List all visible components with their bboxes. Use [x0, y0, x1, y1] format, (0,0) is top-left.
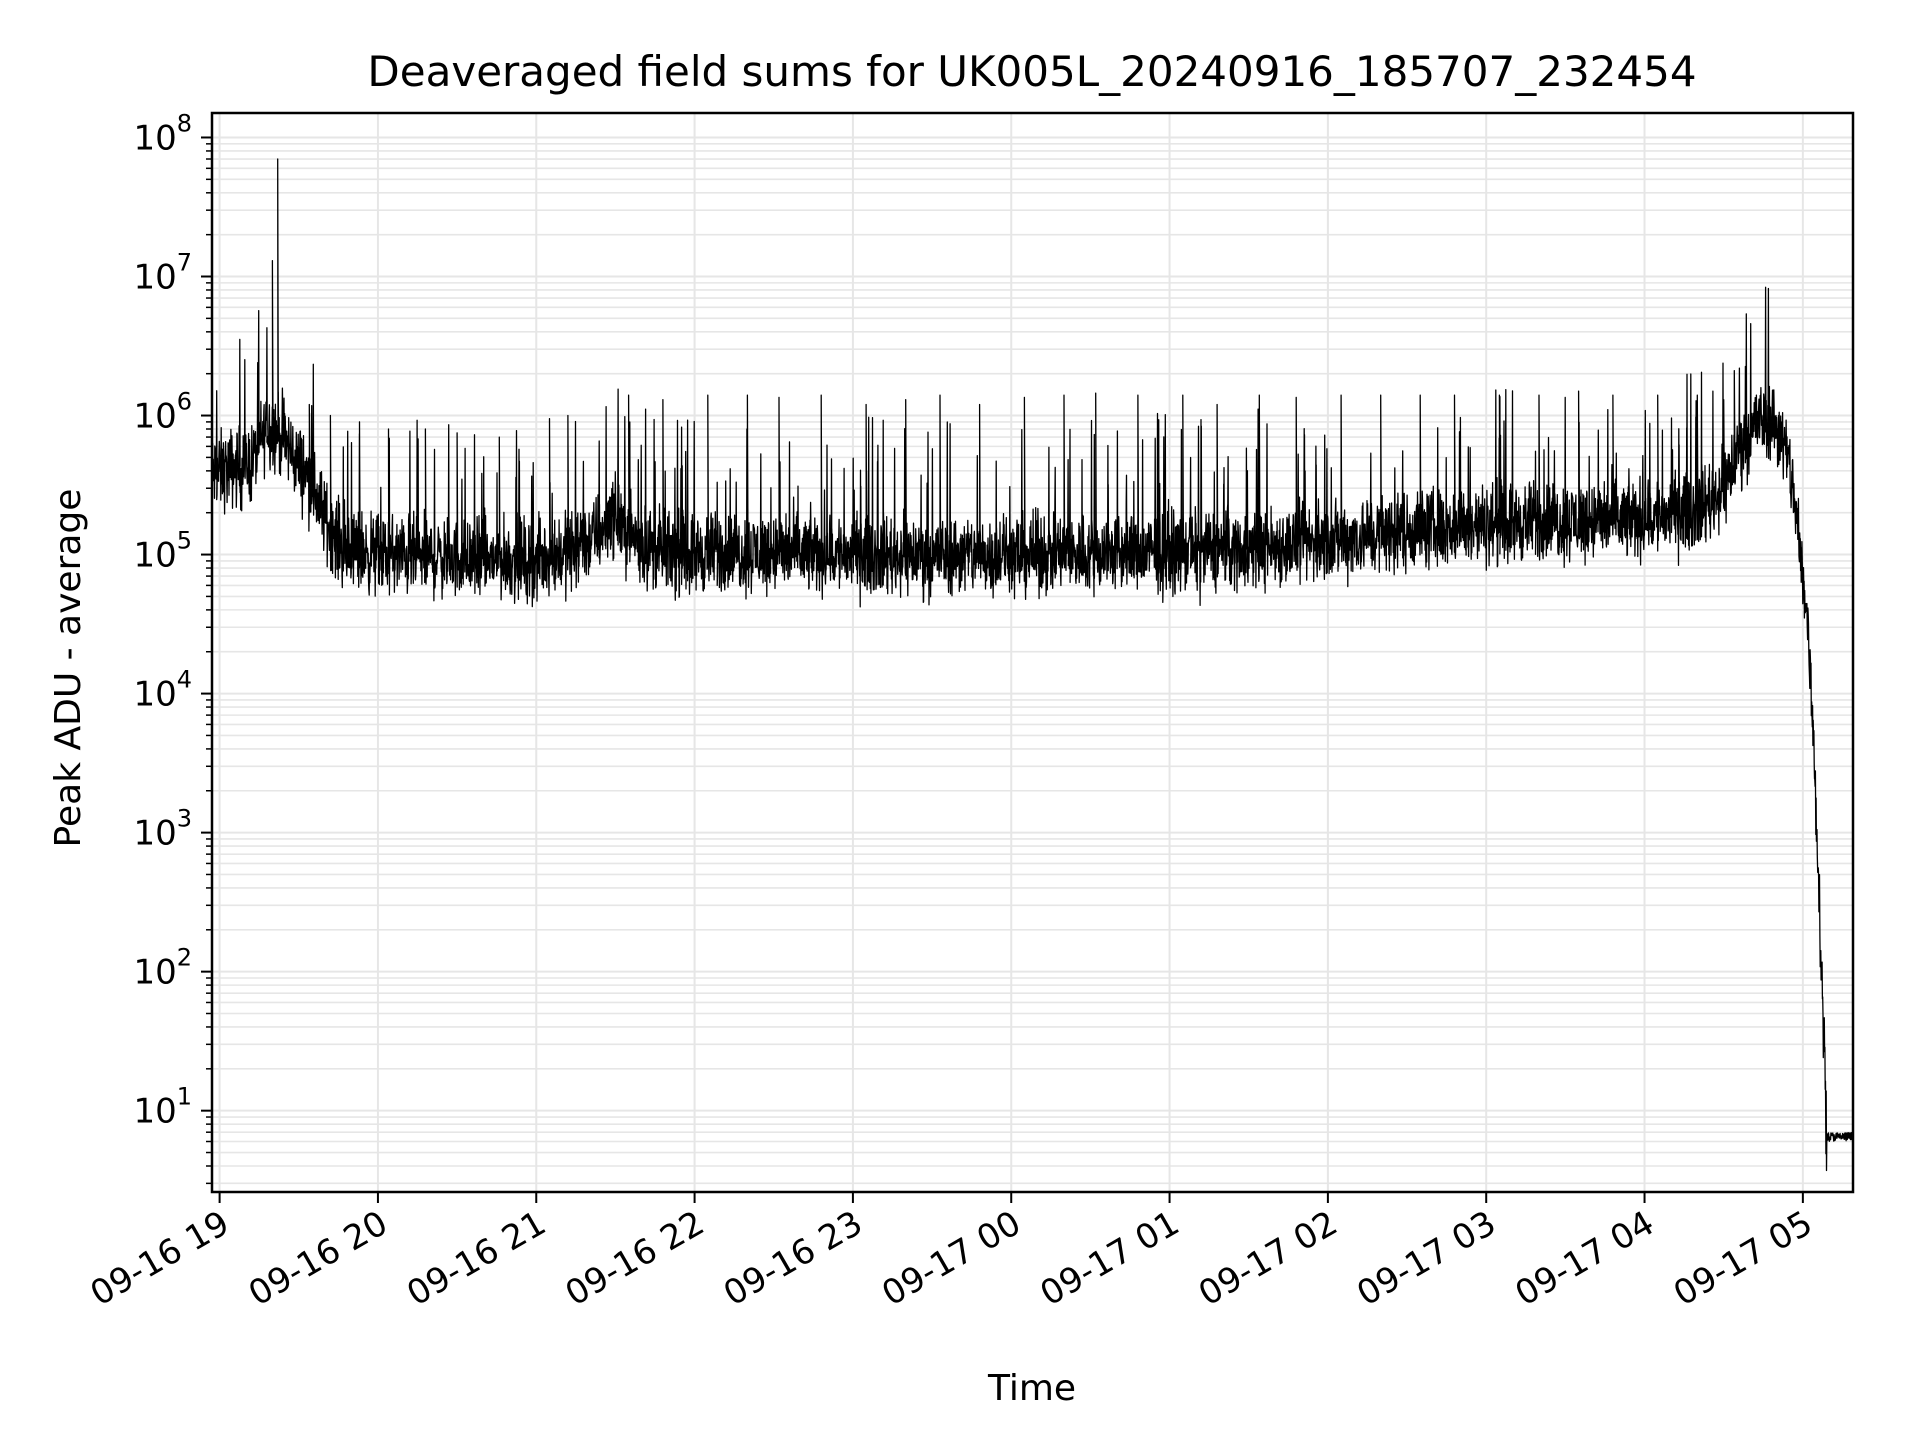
- chart-title: Deaveraged field sums for UK005L_2024091…: [367, 47, 1696, 96]
- y-tick-base: 10: [133, 953, 176, 993]
- y-tick-label: 103: [133, 805, 192, 854]
- y-tick-label: 104: [133, 666, 192, 715]
- y-tick-base: 10: [133, 118, 176, 158]
- y-tick-base: 10: [133, 1092, 176, 1132]
- y-tick-exponent: 6: [177, 388, 192, 416]
- y-tick-exponent: 3: [177, 805, 192, 833]
- y-tick-exponent: 7: [177, 249, 192, 277]
- y-tick-label: 107: [133, 249, 192, 298]
- y-tick-label: 105: [133, 527, 192, 576]
- y-tick-label: 101: [133, 1083, 192, 1132]
- x-axis-label: Time: [987, 1368, 1076, 1409]
- y-tick-label: 106: [133, 388, 192, 437]
- y-tick-exponent: 8: [177, 109, 192, 137]
- y-tick-exponent: 5: [177, 527, 192, 555]
- y-tick-exponent: 1: [177, 1083, 192, 1111]
- y-tick-base: 10: [133, 814, 176, 854]
- y-tick-base: 10: [133, 258, 176, 298]
- plot-frame: [210, 111, 1855, 1194]
- y-tick-exponent: 2: [177, 944, 192, 972]
- grid: [212, 113, 1853, 1192]
- y-tick-base: 10: [133, 536, 176, 576]
- y-tick-label: 108: [133, 109, 192, 158]
- y-tick-base: 10: [133, 675, 176, 715]
- series-line: [211, 158, 1854, 1172]
- y-tick-base: 10: [133, 397, 176, 437]
- y-tick-label: 102: [133, 944, 192, 993]
- y-tick-exponent: 4: [177, 666, 192, 694]
- y-axis-label: Peak ADU - average: [48, 489, 89, 848]
